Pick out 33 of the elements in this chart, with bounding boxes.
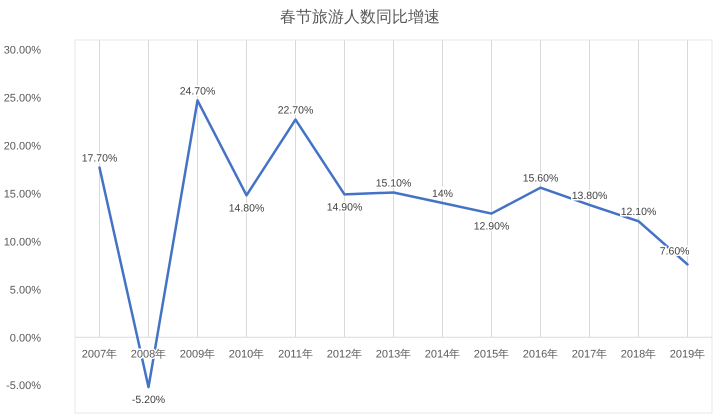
x-tick-label: 2016年 <box>522 348 558 360</box>
y-tick-label: 0.00% <box>10 332 42 344</box>
y-tick-label: 25.00% <box>4 92 42 105</box>
x-tick-label: 2013年 <box>376 348 412 360</box>
y-tick-label: 5.00% <box>10 284 42 296</box>
data-label: 15.10% <box>376 177 412 190</box>
y-tick-label: 30.00% <box>4 44 42 57</box>
y-tick-label: 10.00% <box>4 236 42 248</box>
chart-title: 春节旅游人数同比增速 <box>280 8 440 26</box>
x-tick-label: 2018年 <box>620 348 656 360</box>
data-label: 17.70% <box>82 152 118 165</box>
data-label: 12.10% <box>620 206 656 218</box>
x-tick-label: 2009年 <box>180 348 216 360</box>
x-tick-label: 2014年 <box>424 348 460 360</box>
data-label: 12.90% <box>474 220 510 233</box>
data-label: 15.60% <box>522 172 558 185</box>
x-tick-label: 2015年 <box>474 348 510 360</box>
data-label: 24.70% <box>180 85 216 98</box>
x-tick-label: 2012年 <box>326 348 362 360</box>
x-tick-label: 2019年 <box>670 348 706 360</box>
data-label: 13.80% <box>572 190 608 202</box>
x-tick-label: 2007年 <box>82 348 118 360</box>
x-tick-label: 2010年 <box>228 348 264 360</box>
data-label: 14.80% <box>228 202 264 214</box>
data-label: -5.20% <box>132 394 166 406</box>
data-label: 22.70% <box>278 104 314 117</box>
data-label: 14.90% <box>326 201 362 214</box>
x-tick-label: 2017年 <box>572 348 608 360</box>
x-tick-label: 2011年 <box>278 348 313 360</box>
y-tick-label: -5.00% <box>6 380 42 392</box>
y-tick-label: 15.00% <box>4 188 42 200</box>
y-tick-label: 20.00% <box>4 140 42 152</box>
data-label: 14% <box>432 188 454 200</box>
